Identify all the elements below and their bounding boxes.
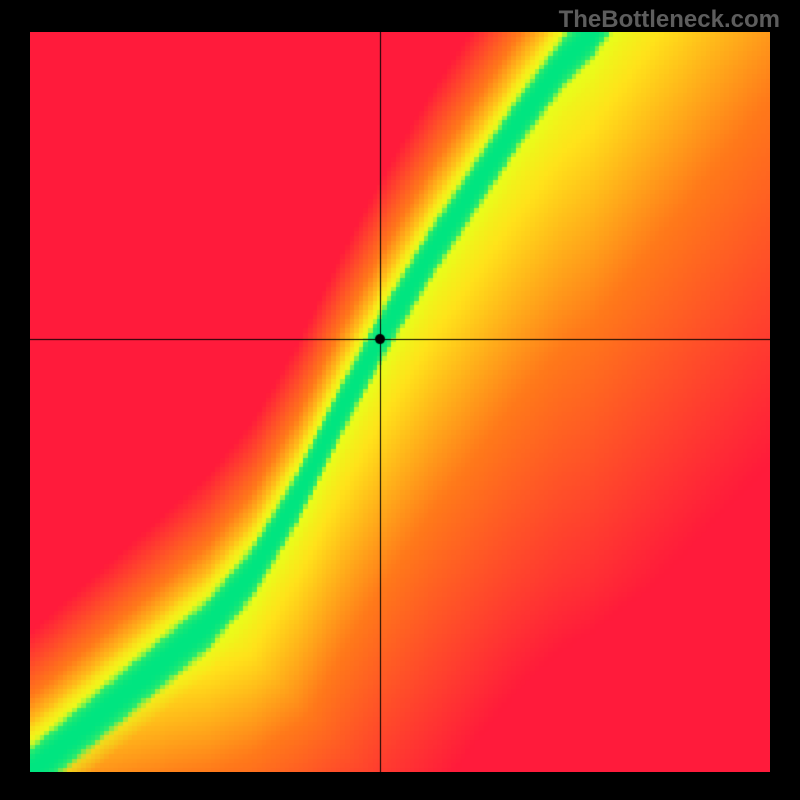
chart-container: TheBottleneck.com <box>0 0 800 800</box>
bottleneck-heatmap <box>30 32 770 772</box>
watermark-label: TheBottleneck.com <box>559 6 780 34</box>
